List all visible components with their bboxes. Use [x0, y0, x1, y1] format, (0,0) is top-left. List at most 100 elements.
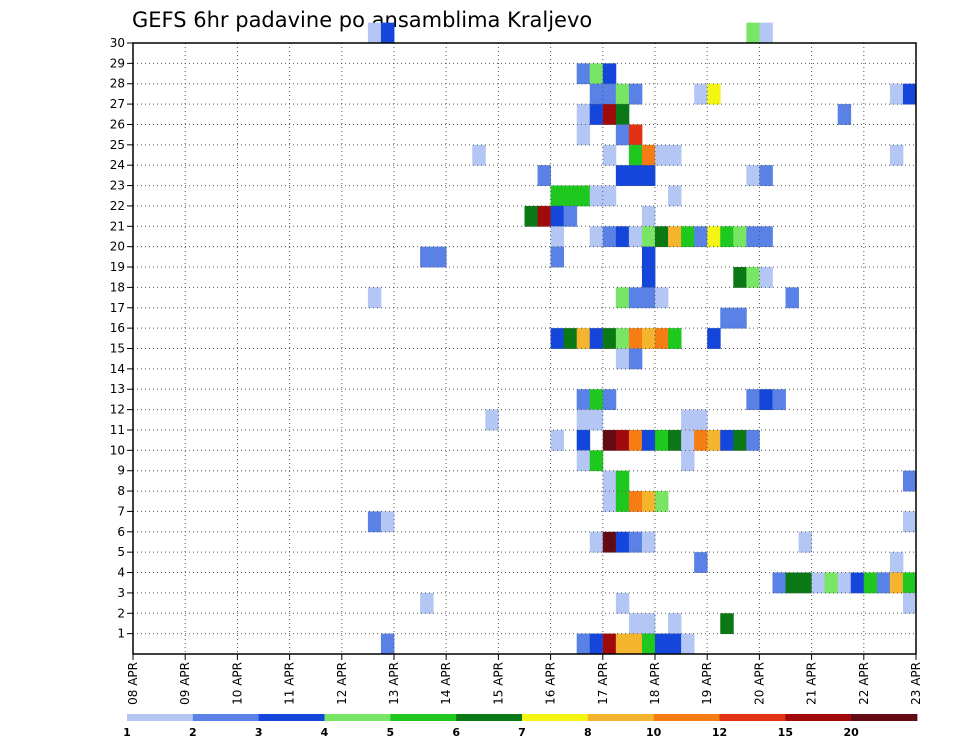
heatmap-cell — [655, 226, 669, 248]
heatmap-cell — [367, 511, 382, 533]
heatmap-cell — [628, 165, 643, 186]
heatmap-cell — [576, 63, 591, 85]
y-tick-label: 11 — [110, 423, 125, 437]
heatmap-cell — [615, 328, 630, 349]
heatmap-cell — [550, 328, 565, 349]
heatmap-cell — [380, 511, 395, 533]
heatmap-cell — [576, 104, 591, 125]
heatmap-cell — [641, 226, 656, 248]
heatmap-cell — [694, 552, 708, 573]
heatmap-cell — [641, 205, 656, 227]
heatmap-cell — [641, 429, 656, 451]
y-tick-label: 14 — [110, 362, 125, 376]
x-tick-label: 08 APR — [126, 662, 140, 705]
heatmap-cell — [589, 328, 604, 349]
heatmap-cell — [759, 22, 773, 44]
heatmap-cell — [655, 429, 669, 451]
heatmap-cell — [602, 63, 617, 85]
y-tick-label: 23 — [110, 179, 125, 193]
grid-lines — [133, 43, 916, 654]
heatmap-cell — [589, 633, 604, 655]
y-tick-label: 6 — [117, 525, 125, 539]
heatmap-cell — [746, 165, 760, 186]
plot-frame — [132, 42, 917, 655]
colorbar-swatch — [719, 714, 786, 721]
y-tick-label: 26 — [110, 117, 125, 131]
heatmap-cell — [694, 429, 708, 451]
heatmap-cell — [380, 633, 395, 655]
heatmap-cell — [641, 633, 656, 655]
y-tick-label: 9 — [117, 464, 125, 478]
colorbar-label: 15 — [778, 726, 793, 739]
colorbar-swatch — [785, 714, 852, 721]
y-tick-label: 5 — [117, 545, 125, 559]
colorbar: 1 2 3 4 5 6 7 8 10 12 15 20 — [123, 714, 918, 739]
heatmap-cell — [602, 83, 617, 105]
heatmap-cell — [615, 470, 630, 492]
y-tick-label: 19 — [110, 260, 125, 274]
colorbar-swatch — [324, 714, 391, 721]
heatmap-cell — [628, 144, 643, 166]
x-tick-label: 23 APR — [909, 662, 923, 705]
heatmap-cell — [681, 633, 695, 655]
heatmap-cell — [694, 409, 708, 431]
heatmap-cell — [589, 409, 604, 431]
heatmap-cell — [576, 409, 591, 431]
heatmap-cell — [485, 409, 499, 431]
colorbar-swatch — [653, 714, 720, 721]
heatmap-cell — [902, 83, 917, 105]
heatmap-cell — [615, 83, 630, 105]
heatmap-cell — [602, 226, 617, 248]
heatmap-cell — [589, 531, 604, 553]
y-tick-label: 20 — [110, 240, 125, 254]
y-tick-label: 30 — [110, 36, 125, 50]
y-tick-label: 18 — [110, 280, 125, 294]
heatmap-cell — [602, 470, 617, 492]
x-tick-label: 09 APR — [178, 662, 192, 705]
heatmap-cell — [550, 429, 565, 451]
x-tick-label: 11 APR — [283, 662, 297, 705]
heatmap-cell — [837, 104, 852, 125]
heatmap-cell — [602, 328, 617, 349]
heatmap-cell — [720, 226, 734, 248]
heatmap-cell — [759, 267, 773, 288]
heatmap-cell — [681, 226, 695, 248]
heatmap-cell — [589, 450, 604, 472]
x-tick-label: 21 APR — [805, 662, 819, 705]
heatmap-cell — [615, 104, 630, 125]
colorbar-label: 2 — [189, 726, 197, 739]
colorbar-swatch — [390, 714, 457, 721]
heatmap-cell — [380, 22, 395, 44]
colorbar-label: 10 — [646, 726, 662, 739]
y-tick-label: 27 — [110, 97, 125, 111]
heatmap-cell — [589, 83, 604, 105]
heatmap-cell — [576, 185, 591, 207]
heatmap-cell — [628, 531, 643, 553]
heatmap-cell — [733, 267, 747, 288]
y-tick-label: 21 — [110, 219, 125, 233]
heatmap-cell — [902, 470, 917, 492]
heatmap-cell — [563, 185, 578, 207]
heatmap-cell — [628, 348, 643, 370]
heatmap-cell — [876, 572, 891, 594]
colorbar-swatch — [192, 714, 260, 721]
colorbar-swatch — [522, 714, 589, 721]
heatmap-cell — [850, 572, 865, 594]
heatmap-cell — [681, 450, 695, 472]
heatmap-cell — [576, 328, 591, 349]
heatmap-cell — [641, 165, 656, 186]
heatmap-cell — [367, 287, 382, 309]
heatmap-cell — [759, 389, 773, 410]
x-tick-label: 15 APR — [491, 662, 505, 705]
heatmap-cell — [889, 83, 904, 105]
heatmap-cell — [746, 429, 760, 451]
heatmap-cell — [668, 429, 682, 451]
heatmap-cell — [589, 185, 604, 207]
heatmap-cell — [628, 429, 643, 451]
y-tick-label: 17 — [110, 301, 125, 315]
colorbar-label: 8 — [584, 726, 592, 739]
heatmap-cell — [641, 246, 656, 268]
heatmap-cell — [720, 429, 734, 451]
heatmap-cell — [628, 491, 643, 512]
